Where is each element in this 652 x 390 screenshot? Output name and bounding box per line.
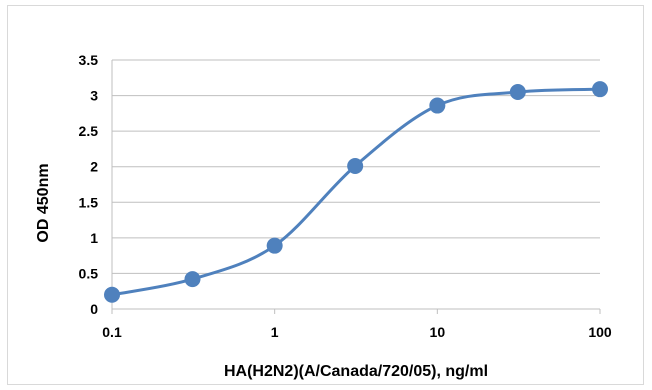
y-tick-label: 0.5 <box>79 265 99 281</box>
series-layer <box>104 81 608 303</box>
y-tick-label: 1 <box>90 230 98 246</box>
data-point <box>104 286 120 303</box>
y-axis-labels: 0 0.5 1 1.5 2 2.5 3 3.5 <box>79 52 99 317</box>
data-point <box>184 271 201 288</box>
y-tick-label: 3 <box>90 88 98 104</box>
data-point <box>509 84 526 101</box>
y-axis-title: OD 450nm <box>35 163 52 242</box>
data-point <box>266 237 283 254</box>
y-tick-label: 1.5 <box>79 194 99 210</box>
series-line <box>111 87 601 297</box>
y-tick-label: 3.5 <box>79 52 99 68</box>
data-point <box>592 81 608 98</box>
y-tick-label: 2.5 <box>79 123 99 139</box>
x-tick-label: 1 <box>271 324 279 340</box>
y-tick-label: 2 <box>90 159 98 175</box>
x-tick-label: 100 <box>588 324 612 340</box>
y-tick-label: 0 <box>90 301 98 317</box>
x-tick-label: 0.1 <box>102 324 122 340</box>
x-tick-label: 10 <box>430 324 446 340</box>
data-point <box>347 158 364 175</box>
x-axis-title: HA(H2N2)(A/Canada/720/05), ng/ml <box>224 363 488 380</box>
x-axis-labels: 0.1 1 10 100 <box>102 324 612 340</box>
data-point <box>429 97 446 114</box>
